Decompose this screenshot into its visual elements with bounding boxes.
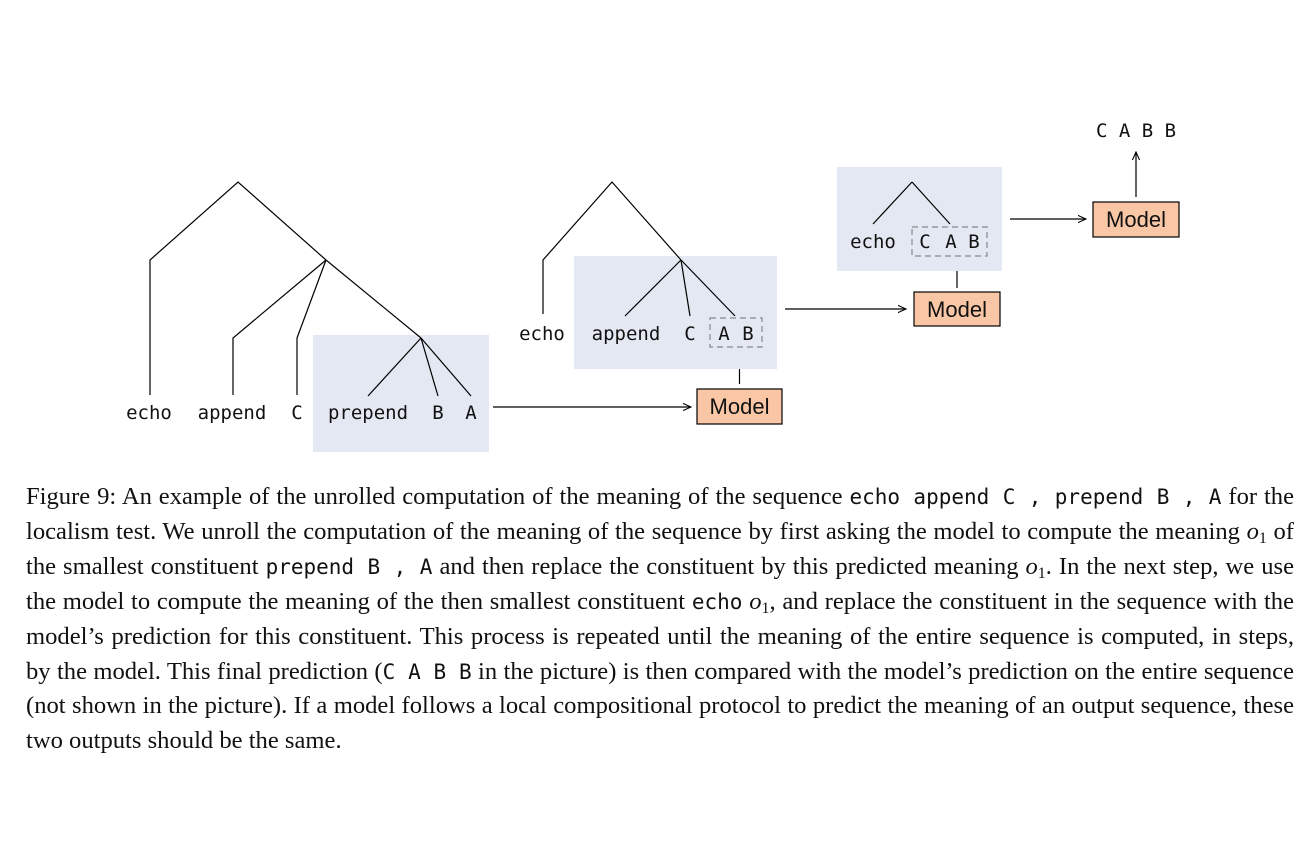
code-constituent: prepend B , A [265, 554, 433, 579]
figure-diagram: echo append C prepend B A Model echo app… [126, 120, 1180, 452]
token-append: append [592, 323, 661, 345]
token-echo: echo [850, 231, 896, 253]
figure-label: Figure 9: [26, 483, 117, 510]
output-token-c: C [919, 231, 930, 253]
figure-caption: Figure 9: An example of the unrolled com… [26, 480, 1294, 759]
output-token-b: B [742, 323, 753, 345]
code-echo: echo [691, 589, 743, 614]
token-c: C [291, 402, 302, 424]
model-label-3: Model [1106, 207, 1166, 232]
caption-text-4: and then replace the constituent by this… [439, 552, 1019, 580]
stage2-output-box [709, 317, 763, 348]
model-box-2: Model [913, 291, 1001, 327]
caption-text-2: for the localism test. We unroll the com… [26, 483, 1295, 545]
stage1-highlight [313, 335, 489, 452]
token-echo: echo [126, 402, 172, 424]
output-token-b: B [968, 231, 979, 253]
math-o1: o1 [1025, 552, 1046, 582]
caption-text-3: of the smallest constituent [26, 517, 1294, 580]
model-box-1: Model [696, 388, 783, 425]
caption-text-6: , and replace the constituent in the seq… [26, 587, 1295, 685]
final-output: C A B B [1096, 120, 1176, 142]
token-c: C [684, 323, 695, 345]
caption-text-7: in the picture) is then compared with th… [26, 657, 1294, 755]
stage1-tree: echo append C prepend B A [126, 181, 489, 452]
token-a: A [465, 402, 477, 424]
token-prepend: prepend [328, 402, 408, 424]
code-final-output: C A B B [382, 659, 472, 684]
stage2-highlight [574, 256, 777, 369]
token-echo: echo [519, 323, 565, 345]
stage3-tree: echo C A B [837, 167, 1002, 271]
output-token-a: A [718, 323, 730, 345]
caption-text-1: An example of the unrolled computation o… [121, 483, 843, 510]
math-o1: o1 [749, 587, 770, 617]
stage2-tree: echo append C A B [519, 181, 777, 369]
code-sequence: echo append C , prepend B , A [849, 485, 1222, 509]
math-o1: o1 [1246, 517, 1267, 547]
stage3-output-box [911, 226, 988, 257]
caption-text-5: . In the next step, we use the model to … [26, 552, 1294, 615]
model-label-1: Model [710, 394, 770, 419]
model-box-3: Model [1092, 201, 1180, 238]
token-append: append [198, 402, 267, 424]
model-label-2: Model [927, 297, 987, 322]
stage3-highlight [837, 167, 1002, 271]
output-token-a: A [945, 231, 957, 253]
token-b: B [432, 402, 443, 424]
